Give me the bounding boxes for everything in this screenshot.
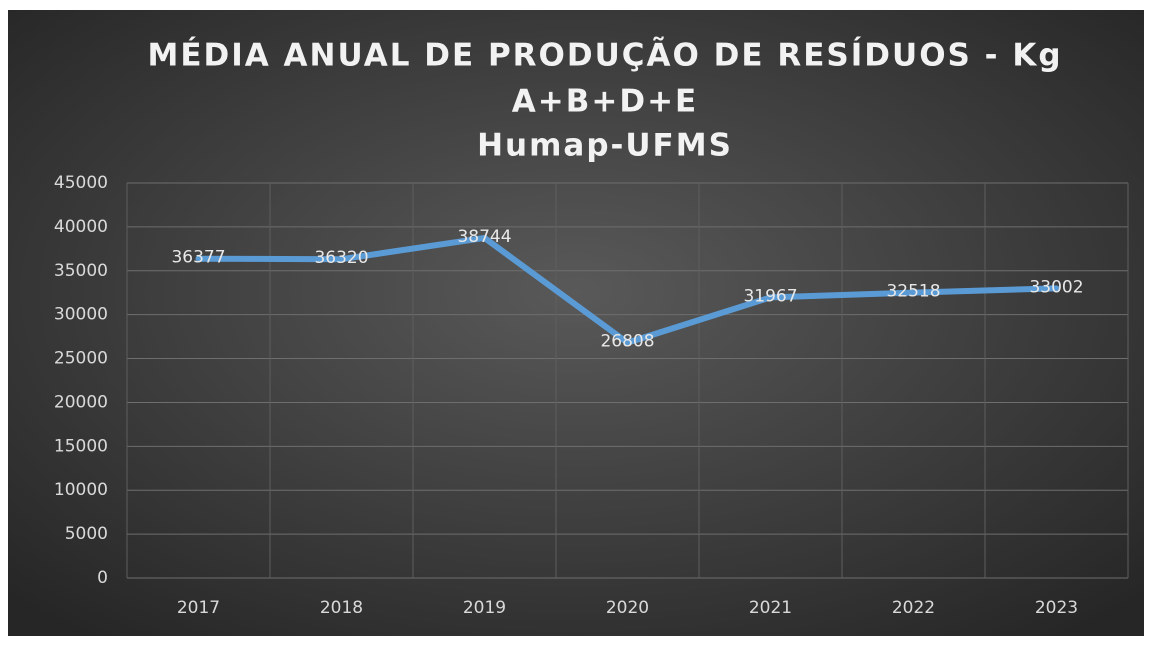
y-tick-label: 30000 [54,305,108,325]
chart-title: A+B+D+E [512,84,698,120]
data-label: 26808 [600,332,654,352]
y-tick-label: 10000 [54,480,108,500]
y-tick-label: 15000 [54,436,108,456]
x-tick-label: 2017 [177,598,220,618]
y-tick-label: 45000 [54,173,108,193]
x-tick-label: 2023 [1035,598,1078,618]
data-label: 33002 [1029,277,1083,297]
chart-title: MÉDIA ANUAL DE PRODUÇÃO DE RESÍDUOS - Kg [147,37,1062,74]
chart-background [8,10,1144,636]
y-tick-label: 35000 [54,261,108,281]
y-tick-label: 0 [97,568,108,588]
y-tick-label: 25000 [54,349,108,369]
data-label: 36320 [314,248,368,268]
x-tick-label: 2021 [749,598,792,618]
x-tick-label: 2020 [606,598,649,618]
data-label: 32518 [886,282,940,302]
y-tick-label: 20000 [54,392,108,412]
x-tick-label: 2018 [320,598,363,618]
x-tick-label: 2019 [463,598,506,618]
y-tick-label: 40000 [54,217,108,237]
data-line [195,234,1060,346]
x-tick-label: 2022 [892,598,935,618]
data-label: 38744 [457,227,511,247]
y-tick-label: 5000 [65,524,108,544]
data-label: 31967 [743,286,797,306]
chart-title: Humap-UFMS [477,128,733,164]
data-label: 36377 [171,248,225,268]
